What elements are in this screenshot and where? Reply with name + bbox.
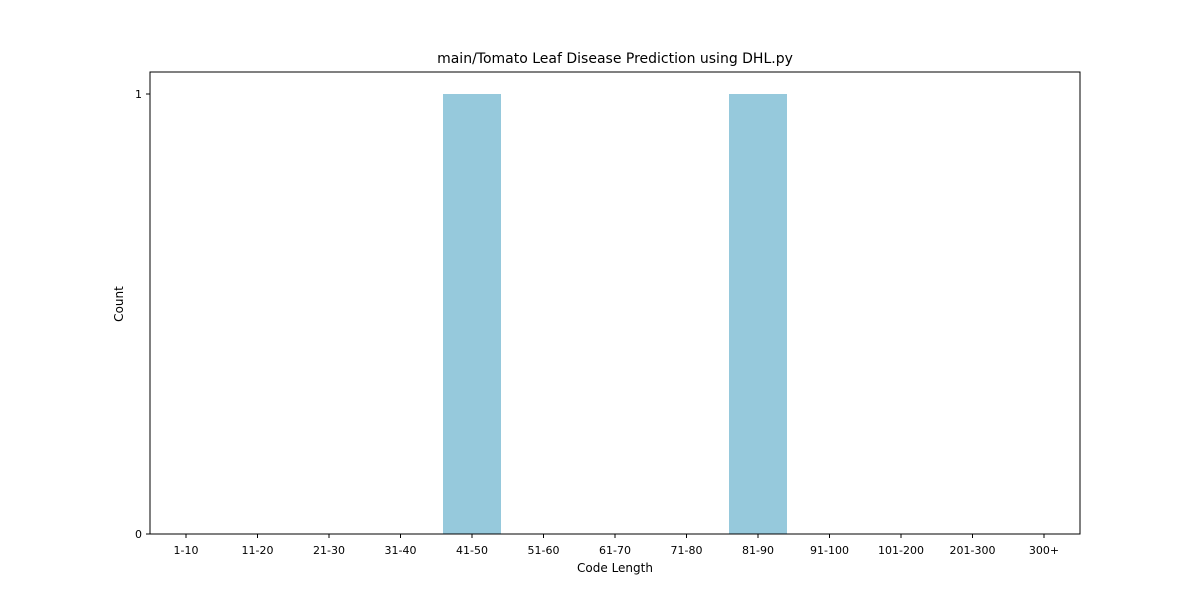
x-tick-label: 51-60 (528, 544, 560, 557)
x-tick-label: 91-100 (810, 544, 849, 557)
y-axis-ticks: 01 (135, 88, 150, 541)
bar-41-50 (443, 94, 501, 534)
x-tick-label: 71-80 (671, 544, 703, 557)
chart-title: main/Tomato Leaf Disease Prediction usin… (437, 51, 793, 67)
bar-81-90 (729, 94, 787, 534)
x-tick-label: 21-30 (313, 544, 345, 557)
x-tick-label: 81-90 (742, 544, 774, 557)
x-tick-label: 101-200 (878, 544, 924, 557)
x-tick-label: 300+ (1029, 544, 1059, 557)
y-tick-label: 0 (135, 528, 142, 541)
x-tick-label: 11-20 (242, 544, 274, 557)
y-tick-label: 1 (135, 88, 142, 101)
x-tick-label: 1-10 (174, 544, 199, 557)
y-axis-label: Count (112, 286, 126, 322)
x-axis-label: Code Length (577, 561, 653, 575)
plot-frame (150, 72, 1080, 534)
x-tick-label: 41-50 (456, 544, 488, 557)
x-tick-label: 61-70 (599, 544, 631, 557)
x-tick-label: 201-300 (950, 544, 996, 557)
x-tick-label: 31-40 (385, 544, 417, 557)
x-axis-ticks: 1-10 11-20 21-30 31-40 41-50 51-60 61-70 71-80 8… (174, 534, 1060, 557)
bars-group (443, 94, 787, 534)
